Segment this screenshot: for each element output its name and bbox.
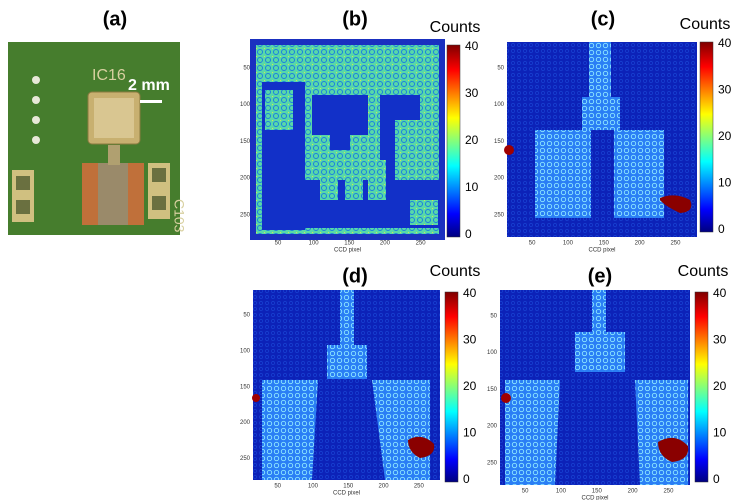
colorbar-tick-label: 40: [463, 286, 477, 300]
colorbar-title: Counts: [680, 16, 731, 33]
count-map: [253, 42, 442, 237]
colorbar-tick-label: 40: [718, 36, 732, 50]
count-map: [252, 290, 440, 480]
x-tick-label: 150: [343, 484, 354, 490]
colorbar-tick-label: 10: [713, 426, 727, 440]
y-tick-label: 250: [494, 213, 505, 219]
y-tick-label: 100: [494, 102, 505, 108]
count-map: [504, 42, 697, 237]
x-tick-label: 250: [414, 484, 425, 490]
colorbar-tick-label: 0: [718, 222, 725, 236]
panel-label: (d): [342, 265, 368, 287]
colorbar-tick-label: 40: [713, 286, 727, 300]
colorbar: [447, 45, 460, 237]
x-tick-label: 150: [592, 489, 603, 495]
x-tick-label: 250: [670, 241, 681, 247]
colorbar-tick-label: 30: [713, 333, 727, 347]
panel-label: (a): [103, 8, 127, 30]
colorbar-tick-label: 10: [718, 176, 732, 190]
colorbar-tick-label: 10: [463, 426, 477, 440]
panel-label: (e): [588, 265, 612, 287]
x-tick-label: 250: [416, 241, 427, 247]
y-tick-label: 200: [494, 176, 505, 182]
x-tick-label: 150: [599, 241, 610, 247]
x-tick-label: 100: [308, 484, 319, 490]
x-axis-label: CCD pixel: [581, 496, 608, 500]
y-tick-label: 50: [243, 313, 250, 319]
x-tick-label: 50: [275, 241, 282, 247]
x-tick-label: 200: [635, 241, 646, 247]
photo: IC16 2 mm C103: [8, 42, 187, 235]
y-tick-label: 250: [240, 456, 251, 462]
x-tick-label: 100: [309, 241, 320, 247]
panel-label: (b): [342, 8, 368, 30]
y-tick-label: 50: [490, 313, 497, 319]
x-axis-label: CCD pixel: [588, 248, 615, 254]
y-tick-label: 50: [243, 65, 250, 71]
colorbar-tick-label: 30: [463, 333, 477, 347]
colorbar: [695, 292, 708, 482]
y-tick-label: 200: [240, 420, 251, 426]
colorbar-tick-label: 20: [463, 379, 477, 393]
count-map: [500, 290, 690, 485]
scale-bar-label: 2 mm: [128, 77, 170, 94]
y-tick-label: 150: [494, 139, 505, 145]
silkscreen-label: IC16: [92, 67, 126, 84]
x-axis-label: CCD pixel: [333, 491, 360, 497]
y-tick-label: 100: [240, 102, 251, 108]
page: IC16 2 mm C103 (a) (b) Counts 0 10 20 30 40 50 1…: [0, 0, 735, 500]
y-tick-label: 100: [487, 350, 498, 356]
colorbar-tick-label: 30: [465, 86, 479, 100]
x-axis-label: CCD pixel: [334, 248, 361, 254]
y-tick-label: 50: [497, 65, 504, 71]
panel-label: (c): [591, 8, 615, 30]
y-tick-label: 200: [240, 176, 251, 182]
colorbar-tick-label: 10: [465, 180, 479, 194]
x-tick-label: 50: [522, 489, 529, 495]
silkscreen-label: C103: [171, 199, 187, 233]
y-tick-label: 250: [240, 213, 251, 219]
colorbar-tick-label: 0: [465, 227, 472, 241]
x-tick-label: 200: [380, 241, 391, 247]
y-tick-label: 250: [487, 461, 498, 467]
colorbar-tick-label: 20: [718, 129, 732, 143]
colorbar: [700, 42, 713, 232]
colorbar-title: Counts: [678, 263, 729, 280]
x-tick-label: 100: [563, 241, 574, 247]
colorbar-tick-label: 40: [465, 39, 479, 53]
x-tick-label: 200: [379, 484, 390, 490]
y-tick-label: 150: [240, 139, 251, 145]
y-tick-label: 150: [487, 387, 498, 393]
colorbar-tick-label: 0: [463, 472, 470, 486]
colorbar: [445, 292, 458, 482]
colorbar-tick-label: 20: [465, 133, 479, 147]
x-tick-label: 100: [556, 489, 567, 495]
colorbar-tick-label: 20: [713, 379, 727, 393]
colorbar-title: Counts: [430, 19, 481, 36]
x-tick-label: 250: [663, 489, 674, 495]
colorbar-tick-label: 30: [718, 83, 732, 97]
y-tick-label: 100: [240, 349, 251, 355]
x-tick-label: 150: [344, 241, 355, 247]
colorbar-title: Counts: [430, 263, 481, 280]
y-tick-label: 150: [240, 384, 251, 390]
figure: IC16 2 mm C103 (a) (b) Counts 0 10 20 30 40 50 1…: [0, 0, 735, 500]
x-tick-label: 50: [274, 484, 281, 490]
colorbar-tick-label: 0: [713, 472, 720, 486]
x-tick-label: 50: [529, 241, 536, 247]
y-tick-label: 200: [487, 424, 498, 430]
x-tick-label: 200: [628, 489, 639, 495]
